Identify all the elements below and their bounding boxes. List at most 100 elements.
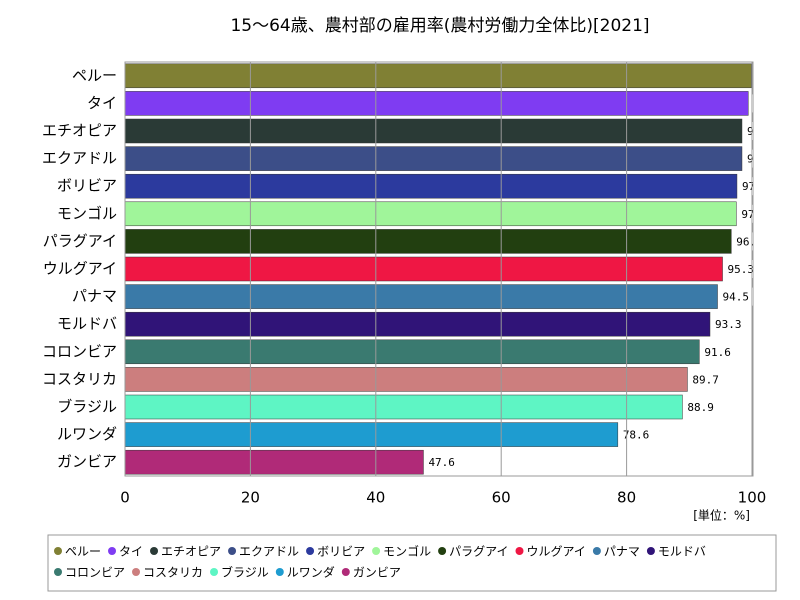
value-label: 78.6: [623, 429, 650, 442]
value-label-bg: [738, 177, 753, 196]
legend-item: ボリビア: [306, 545, 365, 559]
y-tick-label: ボリビア: [57, 177, 117, 195]
value-label-bg: [738, 204, 753, 223]
legend-item: モンゴル: [372, 544, 431, 559]
value-label-bg: [750, 94, 753, 113]
legend-label: コスタリカ: [143, 566, 203, 580]
value-label: 98.4: [747, 153, 774, 166]
legend-box: [47, 534, 777, 592]
legend-marker: [54, 568, 62, 576]
value-label: 91.6: [704, 346, 731, 359]
x-tick-label: 40: [366, 489, 385, 507]
legend-label: ルワンダ: [287, 565, 335, 580]
legend-label: ウルグアイ: [527, 545, 586, 559]
legend-label: ボリビア: [317, 545, 365, 559]
legend-label: ブラジル: [221, 565, 269, 580]
bar: [125, 201, 737, 227]
y-tick-label: モンゴル: [57, 204, 117, 222]
bar: [125, 449, 424, 475]
x-tick-label: 80: [617, 489, 636, 507]
legend-marker: [372, 547, 381, 555]
value-label: 95.3: [728, 263, 755, 276]
x-tick-label: 0: [120, 489, 130, 507]
legend-item: ルワンダ: [275, 565, 335, 580]
legend-item: パラグアイ: [438, 545, 509, 559]
value-label: 47.6: [428, 456, 455, 469]
x-tick-label: 20: [241, 489, 260, 507]
value-label-bg: [701, 342, 736, 361]
value-label-bg: [753, 67, 787, 85]
legend-marker: [210, 568, 219, 576]
value-label-bg: [743, 149, 753, 168]
legend-label: コロンビア: [65, 566, 125, 580]
value-label-bg: [684, 398, 719, 416]
value-label: 99.9: [756, 70, 783, 83]
y-tick-label: パナマ: [72, 287, 117, 305]
x-tick-label: 60: [492, 489, 511, 507]
legend-marker: [108, 547, 117, 555]
y-tick-label: モルドバ: [57, 315, 117, 333]
legend-item: エクアドル: [228, 545, 299, 559]
bar: [125, 118, 743, 144]
legend-marker: [341, 568, 350, 576]
value-label-bg: [689, 370, 724, 389]
value-label: 99.4: [753, 97, 780, 110]
bar: [125, 63, 752, 89]
bar: [125, 91, 749, 116]
value-label: 94.5: [723, 291, 750, 304]
value-label-bg: [711, 315, 746, 334]
bar: [125, 422, 619, 447]
legend-marker: [228, 547, 237, 555]
legend-label: エクアドル: [239, 545, 299, 559]
bar: [125, 394, 683, 420]
value-label-bg: [619, 425, 654, 444]
legend-marker: [592, 547, 601, 555]
y-tick-label: パラグアイ: [43, 232, 117, 250]
y-tick-label: ルワンダ: [57, 425, 117, 443]
bar: [125, 173, 738, 199]
legend-label: モルドバ: [658, 545, 706, 559]
y-tick-label: ブラジル: [57, 398, 117, 416]
chart-title: 15〜64歳、農村部の雇用率(農村労働力全体比)[2021]: [230, 16, 649, 36]
legend-item: ガンビア: [341, 566, 401, 580]
legend-item: ウルグアイ: [515, 545, 586, 559]
legend-marker: [646, 547, 655, 555]
y-tick-label: タイ: [87, 94, 117, 112]
legend-label: モンゴル: [383, 544, 431, 559]
value-label: 89.7: [692, 373, 719, 386]
y-tick-label: エクアドル: [42, 149, 117, 167]
bar: [125, 229, 732, 254]
x-tick-label: 100: [738, 489, 767, 507]
legend-marker: [438, 547, 447, 555]
value-label: 97.6: [742, 180, 769, 193]
plot-area: 99.9 99.4 98.4 98.4 97.6 97.5 96.7 95.3 94.5 93.3…: [125, 63, 787, 475]
legend-item: コスタリカ: [132, 566, 203, 580]
value-label-bg: [724, 260, 753, 278]
legend-marker: [54, 547, 62, 555]
value-label: 93.3: [715, 318, 742, 331]
y-tick-label: ウルグアイ: [43, 260, 117, 278]
value-label-bg: [733, 232, 753, 251]
bar: [125, 311, 711, 337]
bar: [125, 367, 688, 392]
y-tick-label: ガンビア: [57, 453, 117, 471]
legend-marker: [150, 547, 159, 555]
bar: [125, 256, 723, 282]
y-tick-label: コロンビア: [42, 342, 117, 360]
bar: [125, 284, 718, 309]
bar: [125, 146, 743, 171]
legend-marker: [306, 547, 315, 555]
legend-item: ブラジル: [210, 565, 269, 580]
legend-label: タイ: [119, 545, 143, 559]
legend-label: パラグアイ: [449, 545, 508, 559]
value-label-bg: [425, 453, 460, 472]
legend-label: ガンビア: [353, 566, 401, 580]
legend-item: エチオピア: [150, 545, 221, 559]
y-tick-label: ペルー: [72, 66, 117, 84]
legend-item: タイ: [108, 545, 143, 559]
unit-label: [単位：%]: [693, 508, 750, 523]
legend-label: ペルー: [65, 545, 101, 559]
bar: [125, 339, 700, 365]
legend-item: モルドバ: [646, 545, 706, 559]
